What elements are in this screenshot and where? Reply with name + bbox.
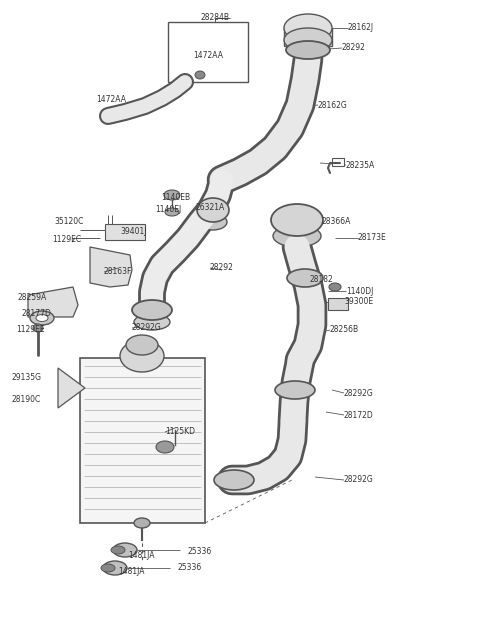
Text: 25336: 25336: [188, 547, 212, 555]
Text: 1129EC: 1129EC: [52, 236, 81, 245]
Text: 1481JA: 1481JA: [128, 550, 155, 559]
Text: 28292G: 28292G: [344, 475, 374, 485]
Ellipse shape: [33, 324, 43, 332]
Ellipse shape: [284, 14, 332, 42]
Polygon shape: [28, 287, 78, 317]
Bar: [80, 358, 205, 523]
Ellipse shape: [111, 546, 125, 554]
Text: 1140DJ: 1140DJ: [346, 287, 373, 296]
Text: 28366A: 28366A: [322, 217, 351, 227]
Text: 1129EE: 1129EE: [16, 326, 45, 334]
Text: 26321A: 26321A: [196, 203, 225, 211]
Ellipse shape: [113, 543, 137, 557]
Ellipse shape: [164, 190, 180, 200]
Text: 1125KD: 1125KD: [165, 427, 195, 436]
Polygon shape: [58, 368, 85, 408]
Ellipse shape: [287, 269, 323, 287]
Text: 29135G: 29135G: [12, 373, 42, 382]
Ellipse shape: [273, 225, 321, 247]
Text: 28292G: 28292G: [344, 389, 374, 397]
Text: 1472AA: 1472AA: [96, 96, 126, 104]
Ellipse shape: [199, 214, 227, 230]
Ellipse shape: [134, 518, 150, 528]
Text: 28162J: 28162J: [348, 24, 374, 32]
Ellipse shape: [195, 71, 205, 79]
Text: 39401J: 39401J: [120, 227, 146, 236]
Ellipse shape: [329, 283, 341, 291]
Text: 28182: 28182: [310, 275, 334, 285]
Text: 1472AA: 1472AA: [193, 50, 223, 59]
Text: 28256B: 28256B: [330, 326, 359, 334]
Polygon shape: [90, 247, 132, 287]
Text: 28292: 28292: [342, 43, 366, 52]
Text: 28235A: 28235A: [346, 161, 375, 169]
Text: 1140EJ: 1140EJ: [155, 206, 181, 215]
Ellipse shape: [132, 300, 172, 320]
Bar: [332, 158, 344, 166]
Text: 28284B: 28284B: [201, 13, 229, 22]
Ellipse shape: [165, 208, 179, 216]
Text: 28259A: 28259A: [18, 294, 47, 303]
Text: 25336: 25336: [178, 564, 202, 573]
Ellipse shape: [214, 470, 254, 490]
Bar: [284, 28, 332, 46]
Text: 35120C: 35120C: [54, 217, 84, 227]
Text: 28173E: 28173E: [358, 234, 387, 243]
Ellipse shape: [103, 561, 127, 575]
Ellipse shape: [36, 315, 48, 322]
Ellipse shape: [101, 564, 115, 572]
Text: 28162G: 28162G: [318, 101, 348, 110]
Bar: [168, 22, 248, 82]
Bar: [328, 298, 348, 310]
Ellipse shape: [275, 381, 315, 399]
Text: 39300E: 39300E: [344, 297, 373, 306]
Text: 28292: 28292: [210, 264, 234, 273]
Ellipse shape: [120, 340, 164, 372]
Text: 1481JA: 1481JA: [118, 568, 144, 576]
Ellipse shape: [156, 441, 174, 453]
Text: 28292G: 28292G: [132, 324, 162, 333]
Ellipse shape: [271, 204, 323, 236]
Ellipse shape: [126, 335, 158, 355]
Ellipse shape: [197, 198, 229, 222]
Text: 28172D: 28172D: [344, 410, 374, 420]
Text: 28177D: 28177D: [22, 310, 52, 318]
Bar: [105, 224, 145, 240]
Ellipse shape: [134, 314, 170, 330]
Text: 1140EB: 1140EB: [161, 194, 190, 203]
Text: 28190C: 28190C: [12, 396, 41, 404]
Ellipse shape: [284, 28, 332, 52]
Text: 28163F: 28163F: [104, 268, 132, 276]
Ellipse shape: [286, 41, 330, 59]
Ellipse shape: [30, 311, 54, 325]
